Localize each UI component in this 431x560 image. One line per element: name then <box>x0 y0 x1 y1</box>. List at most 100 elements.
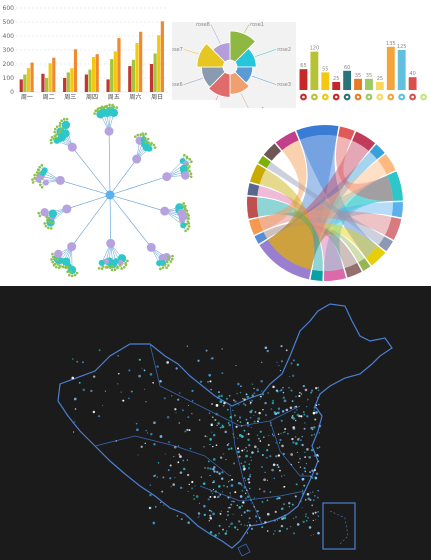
map-point <box>281 360 283 363</box>
map-point <box>258 516 261 519</box>
map-point <box>241 449 244 452</box>
map-point <box>194 485 196 487</box>
map-point <box>288 376 290 378</box>
map-point <box>241 425 243 427</box>
map-point <box>187 416 190 419</box>
map-point <box>171 395 173 397</box>
map-point <box>303 484 306 487</box>
map-point <box>306 415 309 418</box>
chord-ribbon <box>259 169 314 270</box>
map-point <box>226 443 229 447</box>
china-outline <box>57 303 393 549</box>
map-point <box>138 374 141 378</box>
map-point <box>310 448 314 452</box>
tree-tip-node <box>186 162 189 166</box>
bar <box>19 79 23 92</box>
chord-segment <box>378 236 393 252</box>
map-point <box>227 496 230 499</box>
map-point <box>314 511 317 514</box>
map-point <box>308 526 312 529</box>
rose-label-line <box>210 24 221 44</box>
map-point <box>251 383 254 385</box>
map-point <box>292 417 296 420</box>
tree-tip-node <box>147 141 150 145</box>
map-point <box>202 482 206 485</box>
map-point <box>207 381 209 383</box>
map-point <box>74 408 77 410</box>
tree-tip-node <box>189 175 193 178</box>
map-point <box>221 471 224 474</box>
map-point <box>305 462 307 465</box>
map-point <box>149 493 152 497</box>
map-point <box>261 390 263 392</box>
map-point <box>272 434 275 437</box>
map-point <box>101 404 104 406</box>
tree-leaf-node <box>146 145 153 152</box>
map-point <box>117 355 119 357</box>
map-point <box>299 439 302 442</box>
map-point <box>301 436 303 438</box>
map-point <box>291 503 294 506</box>
map-point <box>259 430 262 433</box>
map-point <box>159 435 163 438</box>
map-point <box>259 440 262 442</box>
map-point <box>315 472 319 476</box>
tree-tip-node <box>126 259 129 263</box>
pictorial-bar-chart: 65 120 55 25 60 35 35 25 135 125 40 <box>296 36 431 106</box>
map-point <box>240 385 242 387</box>
map-point <box>229 495 231 497</box>
map-point <box>246 421 249 425</box>
map-point <box>130 390 133 393</box>
rose-label-line <box>255 49 277 57</box>
map-point <box>212 433 216 437</box>
map-point <box>315 519 317 521</box>
map-point <box>280 524 284 528</box>
map-point <box>219 494 222 496</box>
map-point <box>254 411 257 413</box>
map-point <box>153 421 156 425</box>
tree-branch-node <box>104 126 114 136</box>
map-point <box>182 459 185 462</box>
map-point <box>264 471 266 473</box>
map-point <box>186 459 189 461</box>
map-point <box>282 431 285 434</box>
tree-tip-node <box>33 176 37 180</box>
tree-tip-node <box>38 165 41 169</box>
map-point <box>173 445 177 449</box>
tree-tip-node <box>133 135 137 138</box>
y-tick-label: 0 <box>10 89 14 96</box>
map-point <box>206 436 208 438</box>
map-point <box>282 452 285 456</box>
map-point <box>317 531 320 535</box>
map-point <box>191 480 194 484</box>
bar <box>131 59 136 92</box>
tree-tip-node <box>56 258 60 262</box>
map-point <box>276 497 279 500</box>
map-point <box>313 409 315 411</box>
bar <box>128 66 132 92</box>
map-point <box>306 447 309 451</box>
map-point <box>241 505 243 507</box>
tree-branch-node <box>132 154 142 164</box>
rose-label-line <box>243 24 250 33</box>
map-point <box>247 438 250 442</box>
map-point <box>206 466 210 470</box>
map-point <box>294 436 297 438</box>
map-point <box>309 492 312 494</box>
map-point <box>178 453 181 456</box>
map-point <box>237 447 240 450</box>
tree-tip-node <box>186 217 190 220</box>
map-point <box>232 513 234 515</box>
tree-tip-node <box>108 103 111 107</box>
chord-segment <box>249 164 266 185</box>
map-point <box>276 411 280 415</box>
map-point <box>276 519 278 521</box>
tree-tip-node <box>118 264 122 267</box>
map-point <box>243 511 246 514</box>
tree-tip-node <box>167 258 170 261</box>
grouped-bar-svg: 0 100 200 300 400 500 600 周一 周二 周三 周四 周五 周六 周日 <box>3 5 168 101</box>
map-point <box>160 501 162 503</box>
map-point <box>198 419 201 421</box>
tree-tip-node <box>113 268 117 272</box>
bar <box>44 78 49 92</box>
